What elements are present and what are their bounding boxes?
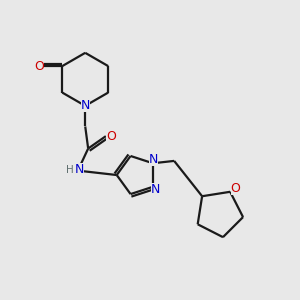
Text: N: N	[148, 153, 158, 166]
Text: N: N	[151, 183, 160, 196]
Text: N: N	[80, 99, 90, 112]
Text: O: O	[106, 130, 116, 143]
Text: O: O	[34, 60, 44, 73]
Text: O: O	[230, 182, 240, 195]
Text: N: N	[75, 163, 84, 176]
Text: H: H	[66, 165, 74, 175]
